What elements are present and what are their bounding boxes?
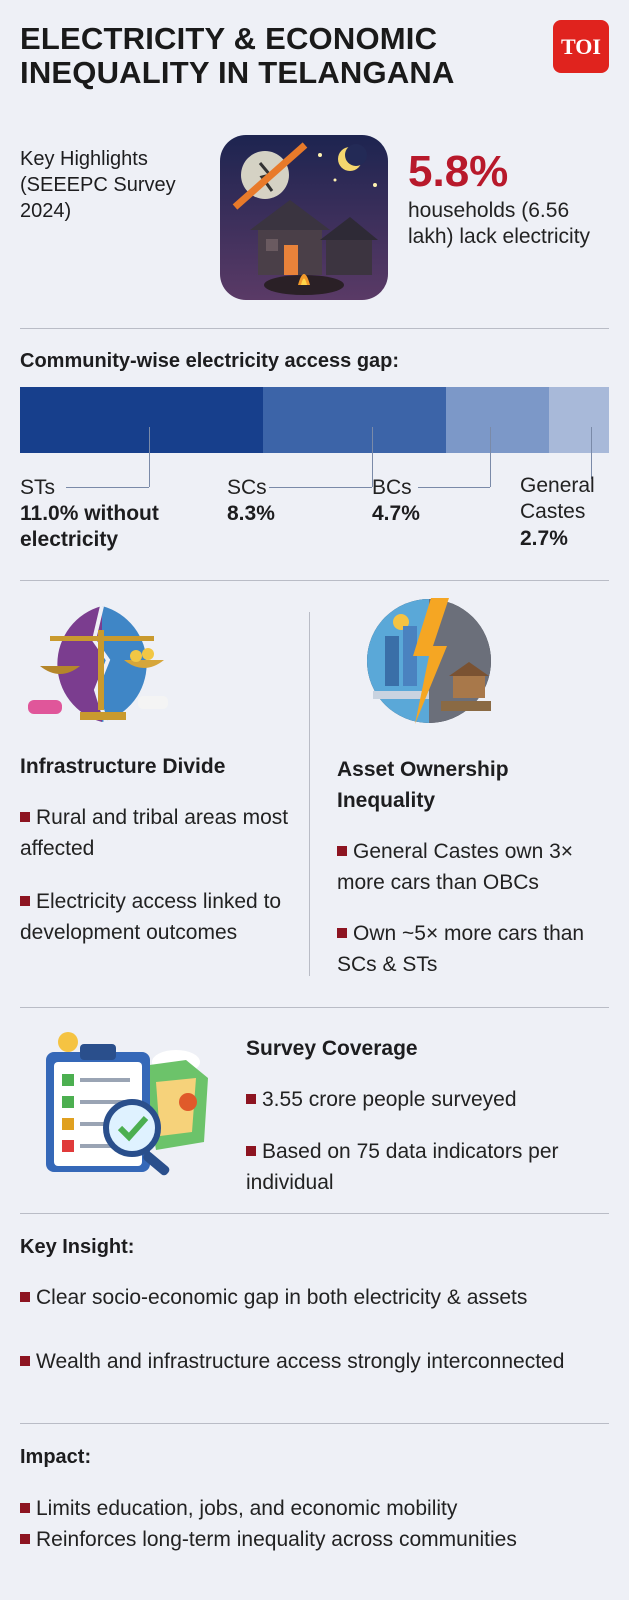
insight-bullet-1: Clear socio-economic gap in both electri… bbox=[20, 1282, 600, 1313]
assets-heading: Asset Ownership Inequality bbox=[337, 758, 509, 812]
dark-house-illustration bbox=[220, 135, 388, 300]
leader-line-vertical bbox=[490, 427, 491, 487]
divider bbox=[20, 580, 609, 581]
category-label: STs bbox=[20, 476, 56, 499]
households-stat-desc: households (6.56 lakh) lack electricity bbox=[408, 199, 591, 248]
infrastructure-bullet-2: Electricity access linked to development… bbox=[20, 890, 282, 944]
assets-bullet-2: Own ~5× more cars than SCs & STs bbox=[337, 922, 585, 976]
balance-scale-illustration bbox=[20, 600, 185, 728]
coverage-heading: Survey Coverage bbox=[246, 1037, 418, 1060]
coverage-bullet-2: Based on 75 data indicators per individu… bbox=[246, 1140, 559, 1194]
page-title: ELECTRICITY & ECONOMIC INEQUALITY IN TEL… bbox=[20, 22, 540, 90]
category-label: BCs bbox=[372, 476, 412, 499]
bar-segment-scs bbox=[262, 387, 446, 453]
title-line-1: ELECTRICITY & ECONOMIC bbox=[20, 21, 438, 56]
bar-segment-bcs bbox=[445, 387, 550, 453]
access-gap-bar bbox=[20, 387, 609, 453]
bullet-square-icon bbox=[20, 1503, 30, 1513]
impact-bullet-1: Limits education, jobs, and economic mob… bbox=[20, 1493, 610, 1524]
households-stat: 5.8% bbox=[408, 147, 509, 196]
impact-bullet-2: Reinforces long-term inequality across c… bbox=[20, 1524, 540, 1555]
leader-line-horizontal bbox=[418, 487, 490, 488]
coverage-bullet-1: 3.55 crore people surveyed bbox=[246, 1084, 606, 1115]
infrastructure-bullet-1: Rural and tribal areas most affected bbox=[20, 806, 289, 860]
leader-line-horizontal bbox=[269, 487, 372, 488]
divider bbox=[20, 1007, 609, 1008]
divider bbox=[20, 1213, 609, 1214]
chart-title: Community-wise electricity access gap: bbox=[20, 350, 400, 372]
toi-logo[interactable]: TOI bbox=[553, 20, 609, 73]
leader-line-vertical bbox=[591, 427, 592, 479]
category-value-label: 11.0% without electricity bbox=[20, 502, 159, 551]
category-label: General Castes bbox=[520, 474, 595, 523]
bar-segment-general-castes bbox=[549, 387, 609, 453]
vertical-divider bbox=[309, 612, 310, 976]
bullet-square-icon bbox=[337, 928, 347, 938]
bullet-square-icon bbox=[20, 1292, 30, 1302]
chart-labels: STs 11.0% without electricity SCs 8.3% BCs 4.… bbox=[0, 0, 629, 560]
impact-heading: Impact: bbox=[20, 1446, 92, 1468]
bullet-square-icon bbox=[20, 1534, 30, 1544]
key-highlights-label: Key Highlights (SEEEPC Survey 2024) bbox=[20, 148, 176, 222]
leader-line-horizontal bbox=[66, 487, 149, 488]
title-line-2: INEQUALITY IN TELANGANA bbox=[20, 55, 455, 90]
assets-bullet-1: General Castes own 3× more cars than OBC… bbox=[337, 840, 574, 894]
category-value-label: 8.3% bbox=[227, 502, 275, 525]
bar-segment-sts bbox=[20, 387, 263, 453]
survey-clipboard-illustration bbox=[36, 1022, 214, 1192]
category-value-label: 4.7% bbox=[372, 502, 420, 525]
divider bbox=[20, 328, 609, 329]
bullet-square-icon bbox=[20, 896, 30, 906]
bullet-square-icon bbox=[20, 1356, 30, 1366]
insight-heading: Key Insight: bbox=[20, 1236, 135, 1258]
bullet-square-icon bbox=[246, 1094, 256, 1104]
divider bbox=[20, 1423, 609, 1424]
city-village-lightning-illustration bbox=[345, 596, 513, 726]
bullet-square-icon bbox=[337, 846, 347, 856]
category-label: SCs bbox=[227, 476, 267, 499]
bullet-square-icon bbox=[246, 1146, 256, 1156]
leader-line-vertical bbox=[149, 427, 150, 487]
leader-line-vertical bbox=[372, 427, 373, 487]
bullet-square-icon bbox=[20, 812, 30, 822]
category-value-label: 2.7% bbox=[520, 527, 568, 550]
insight-bullet-2: Wealth and infrastructure access strongl… bbox=[20, 1346, 580, 1377]
infrastructure-heading: Infrastructure Divide bbox=[20, 755, 226, 778]
